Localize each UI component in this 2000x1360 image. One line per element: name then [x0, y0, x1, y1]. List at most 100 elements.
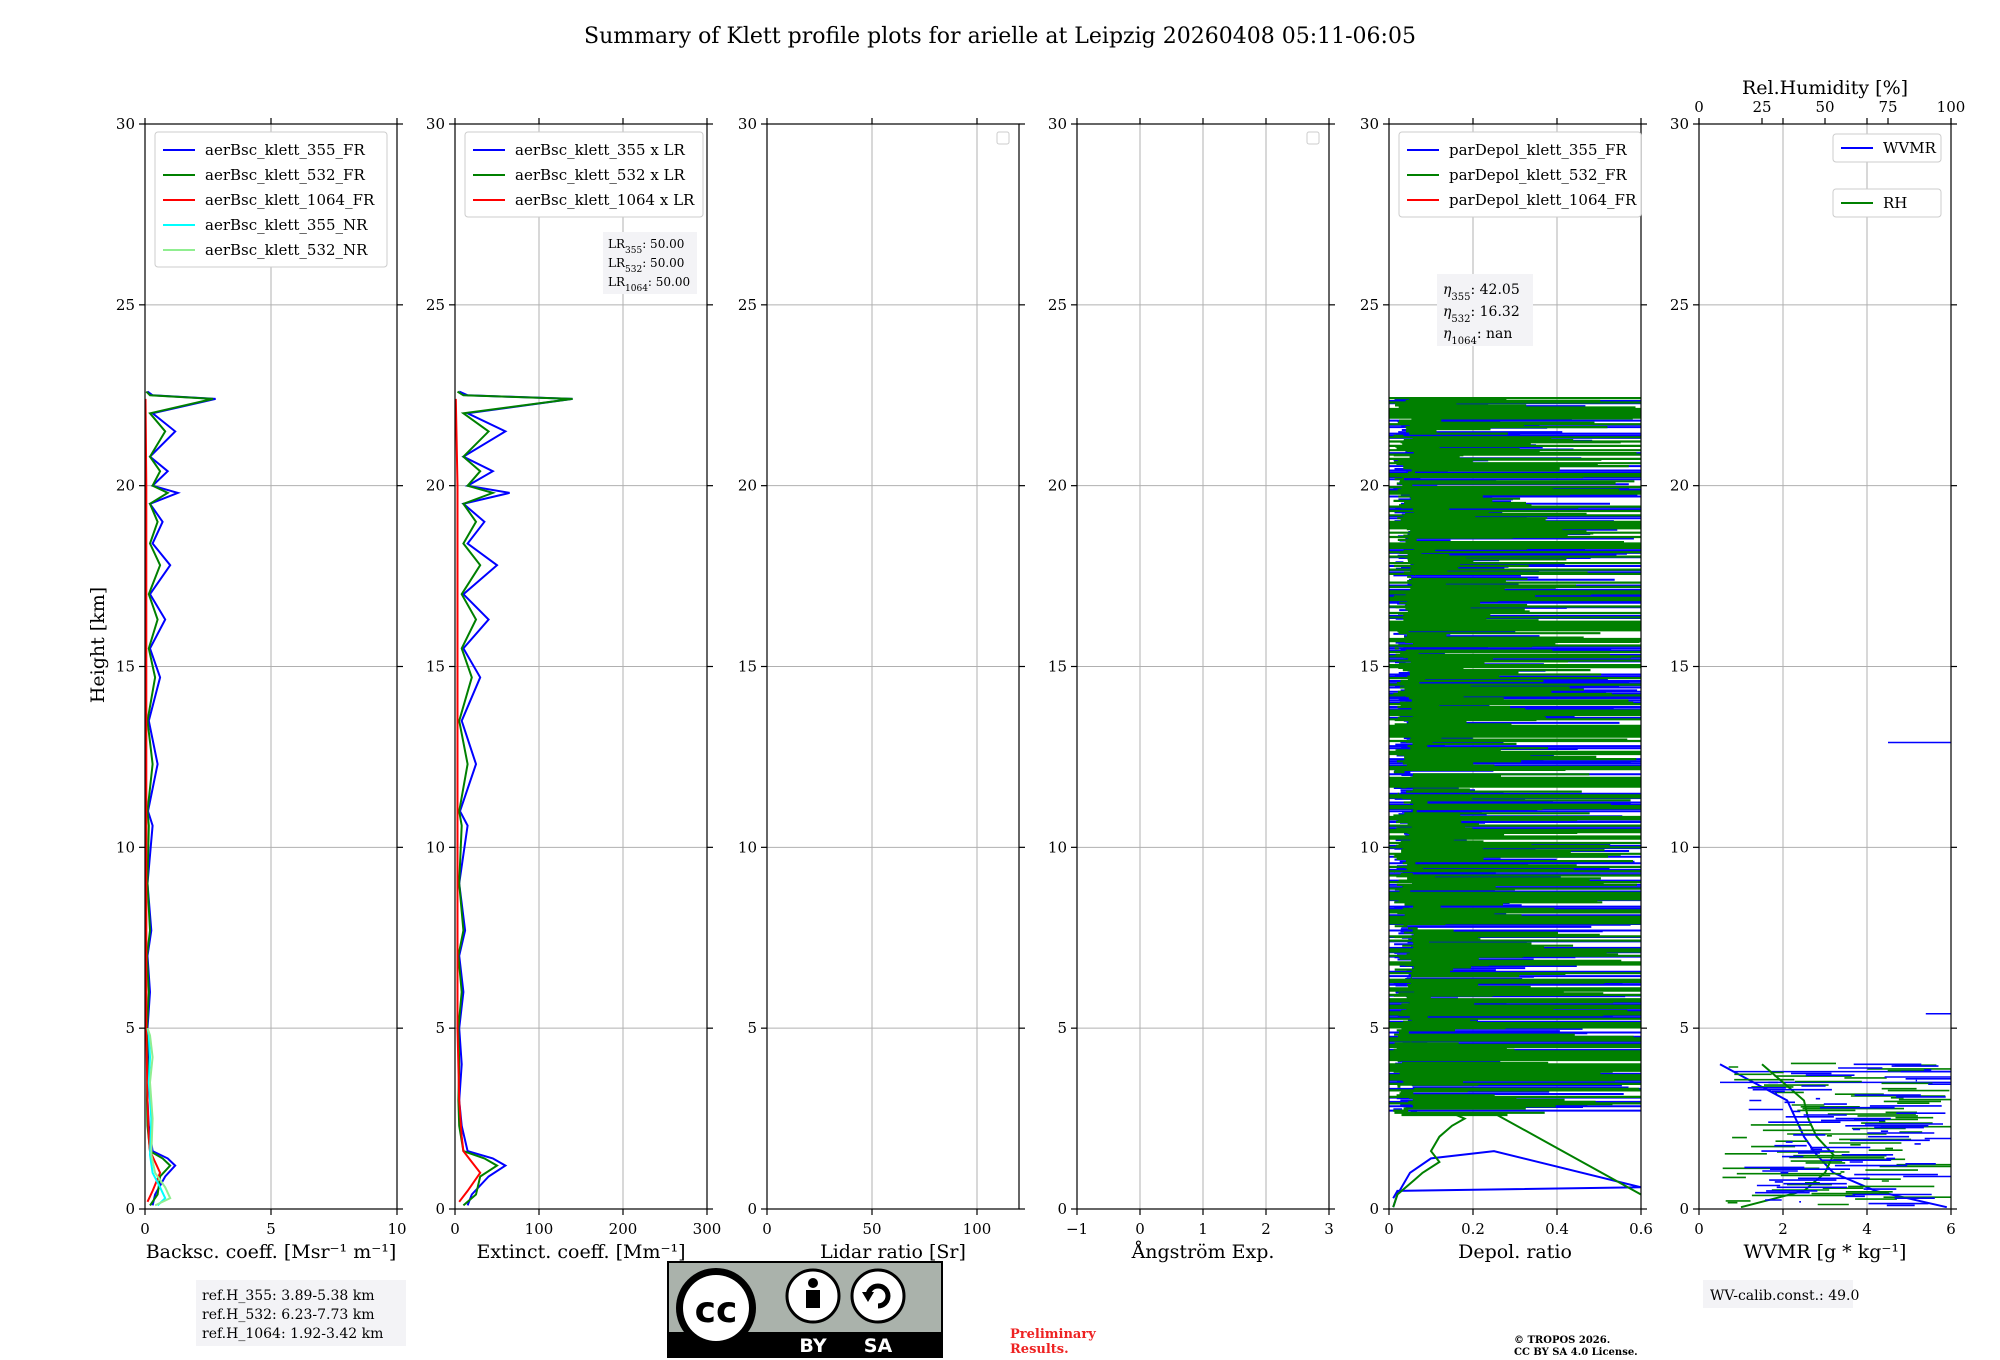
x-tick-label: 0.6	[1629, 1220, 1653, 1238]
x-axis-label: Ångström Exp.	[1131, 1241, 1275, 1263]
x-tick-label: −1	[1066, 1220, 1088, 1238]
series-noise-parDepol_klett_532_FR	[1389, 397, 1641, 1117]
refh-1064: ref.H_1064: 1.92-3.42 km	[202, 1326, 383, 1342]
y-tick-label: 5	[435, 1019, 445, 1037]
series-line-aerBsc_klett_355_FR	[146, 390, 216, 1206]
y-tick-label: 5	[1057, 1019, 1067, 1037]
x-tick-label: 0	[1694, 1220, 1704, 1238]
legend-entry: parDepol_klett_355_FR	[1449, 141, 1627, 159]
x-tick-label: 200	[609, 1220, 638, 1238]
legend-entry: aerBsc_klett_355_NR	[205, 216, 368, 234]
y-tick-label: 5	[1679, 1019, 1689, 1037]
eta-entry: η532: 16.32	[1443, 304, 1520, 325]
y-tick-label: 10	[1048, 838, 1067, 856]
x-tick-label: 2	[1261, 1220, 1271, 1238]
legend-entry: aerBsc_klett_532_NR	[205, 241, 368, 259]
panel-backscatter: 0 5 10 0 5 10 15 20 25 30 Backsc. coeff. [Msr⁻¹ m⁻…	[116, 115, 407, 1263]
legend-entry: aerBsc_klett_1064_FR	[205, 191, 375, 209]
top-tick-label: 100	[1937, 98, 1966, 116]
y-tick-label: 10	[426, 838, 445, 856]
series-group	[1389, 397, 1641, 1208]
x-tick-label: 0.2	[1461, 1220, 1485, 1238]
series-line-parDepol_klett_532_FR	[1392, 1112, 1641, 1208]
legend-entry: WVMR	[1883, 139, 1937, 157]
series-line-aerBsc_klett_355_NR	[146, 1028, 167, 1207]
y-tick-label: 5	[747, 1019, 757, 1037]
preliminary-line2: Results.	[1010, 1342, 1069, 1357]
x-axis-label: Extinct. coeff. [Mm⁻¹]	[476, 1241, 685, 1263]
series-group	[455, 390, 573, 1207]
panel-wvmr: 0 2 4 6 0 5 10 15 20 25 30 WVMR [g * kg⁻¹] 0 25 50 75 10…	[1670, 77, 1965, 1263]
y-tick-label: 20	[738, 477, 757, 495]
wv-calib-box: WV-calib.const.: 49.0	[1703, 1280, 1859, 1308]
preliminary-line1: Preliminary	[1010, 1327, 1096, 1342]
y-tick-label: 0	[1057, 1200, 1067, 1218]
series-noise-RH	[1722, 1062, 1951, 1206]
x-tick-label: 5	[266, 1220, 276, 1238]
preliminary-note: Preliminary Results.	[1010, 1327, 1096, 1357]
y-tick-label: 30	[738, 115, 757, 133]
series-line-aerBsc_klett_1064 x LR	[455, 398, 482, 1203]
x-tick-label: 0	[450, 1220, 460, 1238]
cc-logo-text: cc	[695, 1290, 738, 1331]
legend-box	[1398, 131, 1642, 218]
y-axis-label: Height [km]	[87, 587, 109, 703]
series-line-parDepol_klett_355_FR	[1392, 1150, 1641, 1208]
x-tick-label: 0.4	[1545, 1220, 1569, 1238]
y-tick-label: 5	[125, 1019, 135, 1037]
y-tick-label: 20	[1360, 477, 1379, 495]
copyright-line2: CC BY SA 4.0 License.	[1514, 1347, 1638, 1358]
y-tick-label: 30	[426, 115, 445, 133]
legend-box	[154, 131, 388, 268]
y-tick-label: 15	[738, 658, 757, 676]
legend-box	[1832, 133, 1942, 163]
y-tick-label: 25	[1360, 296, 1379, 314]
x-axis-label: WVMR [g * kg⁻¹]	[1744, 1241, 1907, 1263]
figure-title: Summary of Klett profile plots for ariel…	[584, 24, 1416, 49]
y-tick-label: 0	[435, 1200, 445, 1218]
legend-entry: aerBsc_klett_532 x LR	[515, 166, 686, 184]
lr-entry: LR532: 50.00	[608, 256, 684, 275]
series-line-aerBsc_klett_355 x LR	[458, 390, 573, 1206]
x-tick-label: 4	[1862, 1220, 1872, 1238]
legend-entry: aerBsc_klett_532_FR	[205, 166, 365, 184]
y-tick-label: 25	[738, 296, 757, 314]
legend-entry: parDepol_klett_1064_FR	[1449, 191, 1637, 209]
x-tick-label: 0	[140, 1220, 150, 1238]
empty-legend-box	[996, 131, 1010, 145]
eta-entry: η355: 42.05	[1443, 282, 1520, 303]
panel-depol: 0 0.2 0.4 0.6 0 5 10 15 20 25 30 Depol. ratio parDep…	[1360, 115, 1653, 1263]
legend-entry: parDepol_klett_532_FR	[1449, 166, 1627, 184]
y-tick-label: 10	[116, 838, 135, 856]
top-tick-label: 25	[1752, 98, 1771, 116]
y-tick-label: 30	[116, 115, 135, 133]
x-tick-label: 0	[762, 1220, 772, 1238]
copyright-line1: © TROPOS 2026.	[1514, 1335, 1610, 1346]
x-tick-label: 10	[387, 1220, 406, 1238]
y-tick-label: 20	[426, 477, 445, 495]
y-tick-label: 25	[1670, 296, 1689, 314]
x-tick-label: 0	[1384, 1220, 1394, 1238]
copyright-note: © TROPOS 2026. CC BY SA 4.0 License.	[1514, 1335, 1638, 1358]
y-tick-label: 15	[426, 658, 445, 676]
lr-entry: LR355: 50.00	[608, 237, 684, 256]
series-line-WVMR	[1719, 1063, 1948, 1209]
y-tick-label: 15	[1360, 658, 1379, 676]
panel-extinction: 0 100 200 300 0 5 10 15 20 25 30 Extinct. coeff. [M…	[426, 115, 721, 1263]
refh-532: ref.H_532: 6.23-7.73 km	[202, 1307, 375, 1323]
series-line-aerBsc_klett_532_NR	[146, 1027, 172, 1207]
wv-calib-text: WV-calib.const.: 49.0	[1710, 1288, 1859, 1304]
y-tick-label: 30	[1670, 115, 1689, 133]
by-label: BY	[799, 1335, 826, 1357]
eta-entry: η1064: nan	[1443, 326, 1512, 347]
sa-label: SA	[864, 1335, 893, 1357]
x-tick-label: 50	[862, 1220, 881, 1238]
legend-entry: aerBsc_klett_355 x LR	[515, 141, 686, 159]
y-tick-label: 0	[747, 1200, 757, 1218]
y-tick-label: 30	[1048, 115, 1067, 133]
y-tick-label: 10	[738, 838, 757, 856]
empty-legend-box	[1306, 131, 1320, 145]
x-tick-label: 100	[525, 1220, 554, 1238]
y-tick-label: 20	[1670, 477, 1689, 495]
